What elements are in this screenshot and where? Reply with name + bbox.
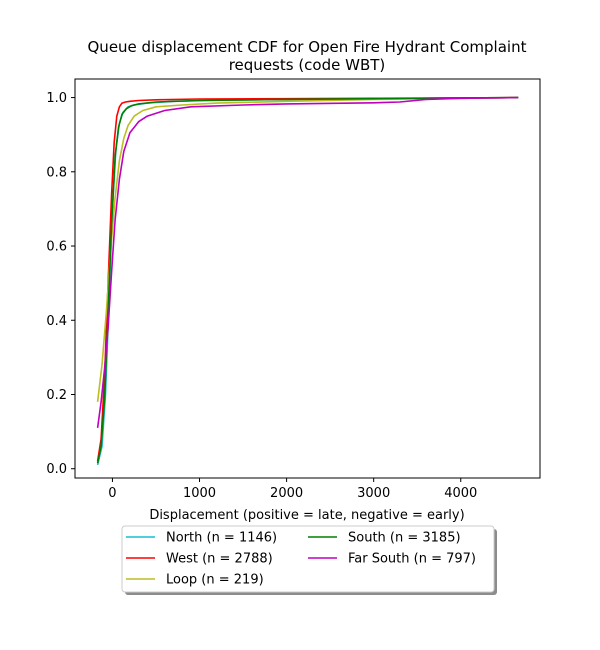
- legend-box: [121, 525, 495, 593]
- legend-label-3: South (n = 3185): [348, 531, 461, 546]
- x-tick-label: 3000: [357, 486, 390, 501]
- chart-title-line-1: Queue displacement CDF for Open Fire Hyd…: [88, 38, 527, 56]
- series-line-3: [96, 96, 519, 464]
- chart-title-line-2: requests (code WBT): [229, 56, 386, 74]
- series-line-1: [96, 96, 519, 462]
- y-tick-label: 0.0: [46, 462, 67, 477]
- legend: North (n = 1146) West (n = 2788) Loop (n =…: [121, 525, 497, 595]
- x-tick-label: 1000: [183, 486, 216, 501]
- series-line-4: [96, 96, 519, 429]
- x-axis-label: Displacement (positive = late, negative …: [149, 508, 464, 523]
- y-tick-label: 0.6: [46, 240, 67, 255]
- legend-label-2: Loop (n = 219): [166, 573, 264, 588]
- chart-title: Queue displacement CDF for Open Fire Hyd…: [88, 38, 527, 74]
- axes-frame: [74, 78, 541, 479]
- y-tick-label: 0.8: [46, 165, 67, 180]
- y-tick-label: 1.0: [46, 91, 67, 106]
- x-tick-label: 4000: [444, 486, 477, 501]
- x-tick-label: 2000: [270, 486, 303, 501]
- plot-area: 0 1000 2000 3000 4000 0.0 0.2 0.4 0.6 0.8 1.0: [46, 78, 541, 501]
- legend-label-4: Far South (n = 797): [348, 552, 476, 567]
- x-tick-label: 0: [108, 486, 116, 501]
- series-lines: [96, 96, 519, 466]
- legend-label-1: West (n = 2788): [166, 552, 273, 567]
- y-tick-label: 0.2: [46, 388, 67, 403]
- y-tick-label: 0.4: [46, 314, 67, 329]
- legend-label-0: North (n = 1146): [166, 531, 277, 546]
- series-line-2: [96, 96, 519, 402]
- series-line-0: [96, 96, 519, 466]
